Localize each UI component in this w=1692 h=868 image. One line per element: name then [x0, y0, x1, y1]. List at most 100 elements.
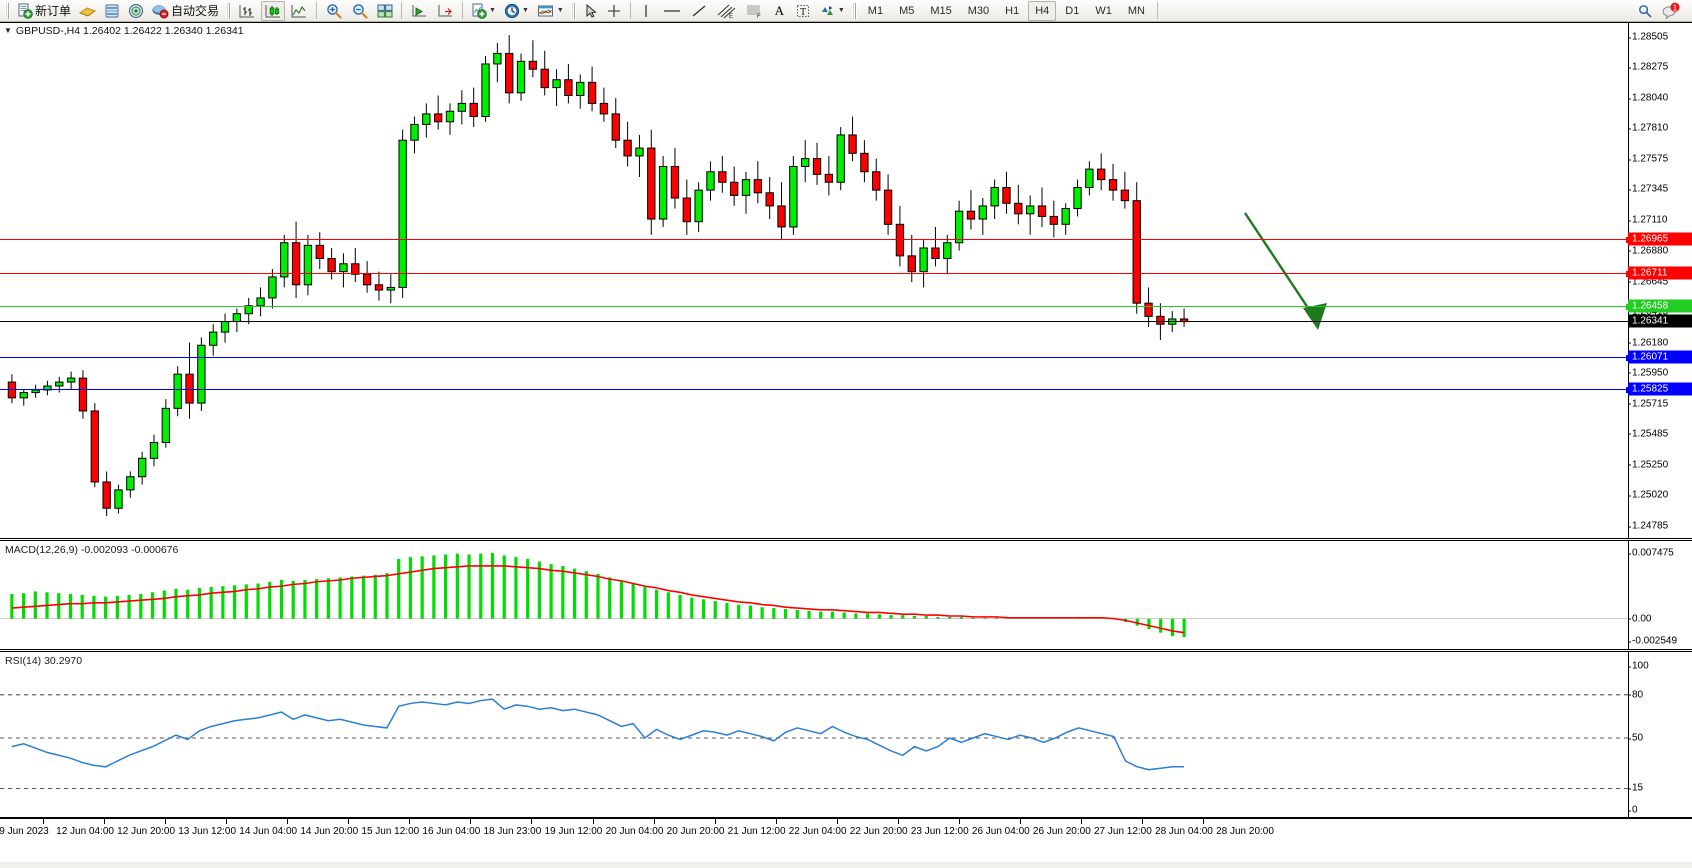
main-toolbar: 新订单 自动交易: [0, 0, 1692, 22]
macd-plot-area[interactable]: [0, 541, 1628, 649]
timeframe-h1[interactable]: H1: [998, 1, 1026, 21]
resistance-1-handle[interactable]: [1626, 237, 1628, 244]
macd-series: [0, 552, 1628, 638]
timeframe-m5[interactable]: M5: [892, 1, 921, 21]
toolbar-grip-4[interactable]: [851, 2, 857, 19]
time-tick-mark: [653, 819, 655, 824]
line-chart-icon: [291, 4, 307, 17]
timeframe-m1[interactable]: M1: [861, 1, 890, 21]
resistance-1-tag[interactable]: 1.26965: [1628, 232, 1692, 246]
timeframe-d1[interactable]: D1: [1058, 1, 1086, 21]
text-button[interactable]: A: [769, 1, 790, 21]
support-3-handle[interactable]: [1626, 387, 1628, 394]
vertical-line-button[interactable]: [636, 1, 657, 21]
time-tick-label: 20 Jun 20:00: [666, 826, 725, 837]
trendline-button[interactable]: [687, 1, 711, 21]
tile-windows-button[interactable]: [374, 1, 396, 21]
fibonacci-button[interactable]: F: [741, 1, 767, 21]
text-label-button[interactable]: T: [792, 1, 814, 21]
timeframe-h4[interactable]: H4: [1028, 0, 1057, 21]
chart-shift-button[interactable]: [433, 1, 457, 21]
notifications-button[interactable]: 1: [1658, 1, 1684, 21]
price-tick: 1.25950: [1627, 367, 1669, 379]
support-1-tag[interactable]: 1.26458: [1628, 299, 1692, 313]
candlestick-chart-button[interactable]: [261, 0, 286, 21]
data-window-button[interactable]: [125, 1, 147, 21]
support-3-line[interactable]: [0, 387, 1628, 394]
auto-trading-label: 自动交易: [171, 4, 220, 18]
support-2-tag[interactable]: 1.26071: [1628, 350, 1692, 364]
text-a-icon: A: [774, 2, 785, 18]
price-tick: 1.25715: [1627, 398, 1669, 410]
support-3-tag[interactable]: 1.25825: [1628, 382, 1692, 396]
zoom-out-button[interactable]: [348, 1, 372, 21]
support-2-handle[interactable]: [1626, 354, 1628, 361]
timeframe-mn[interactable]: MN: [1121, 1, 1152, 21]
price-tick: 1.27575: [1627, 153, 1669, 165]
price-tick: 1.27345: [1627, 183, 1669, 195]
timeframe-m15[interactable]: M15: [923, 1, 958, 21]
toolbar-grip-2[interactable]: [226, 2, 232, 19]
rsi-tick: 15: [1627, 782, 1644, 794]
rsi-pane[interactable]: RSI(14) 30.2970 100 80 50 15 0: [0, 651, 1692, 818]
timeframe-w1[interactable]: W1: [1088, 1, 1119, 21]
autotrading-icon: [152, 4, 169, 18]
resistance-1-line[interactable]: [0, 237, 1628, 244]
resistance-2-handle[interactable]: [1626, 270, 1628, 277]
time-tick-label: 26 Jun 20:00: [1032, 826, 1091, 837]
macd-label: MACD(12,26,9) -0.002093 -0.000676: [5, 544, 179, 556]
book-icon: [79, 6, 97, 17]
zoom-in-button[interactable]: [322, 1, 346, 21]
support-2-line[interactable]: [0, 354, 1628, 361]
market-watch-button[interactable]: [101, 1, 123, 21]
period-button[interactable]: ▼: [501, 1, 532, 21]
auto-scroll-button[interactable]: [407, 1, 431, 21]
chevron-down-icon[interactable]: ▼: [489, 7, 496, 14]
current-price-tag[interactable]: 1.26341: [1628, 314, 1692, 328]
current-price-line[interactable]: [0, 321, 1628, 323]
chevron-down-icon[interactable]: ▼: [521, 7, 529, 14]
toolbar-grip[interactable]: [5, 2, 10, 19]
trendline-icon: [692, 5, 706, 16]
horizontal-line-button[interactable]: [659, 1, 685, 21]
time-tick-mark: [348, 819, 350, 824]
support-1-line[interactable]: [0, 304, 1628, 311]
price-tick: 1.28275: [1627, 61, 1669, 73]
time-tick-mark: [104, 819, 106, 824]
rsi-plot-area[interactable]: [0, 652, 1628, 817]
price-axis[interactable]: 1.28505 1.28275 1.28040 1.27810 1.27575 1.273…: [1627, 23, 1692, 538]
resistance-2-line[interactable]: [0, 270, 1628, 277]
price-pane[interactable]: ▼ GBPUSD-,H4 1.26402 1.26422 1.26340 1.2…: [0, 22, 1692, 539]
bar-chart-button[interactable]: [235, 1, 259, 21]
macd-pane[interactable]: MACD(12,26,9) -0.002093 -0.000676 0.0074…: [0, 540, 1692, 650]
chevron-down-icon[interactable]: ▼: [556, 7, 564, 14]
indicators-button[interactable]: ▼: [534, 1, 567, 21]
timeframe-m30[interactable]: M30: [961, 1, 996, 21]
equidistant-channel-icon: E: [717, 4, 736, 19]
toolbar-separator-1: [316, 2, 318, 19]
collapse-triangle-icon[interactable]: ▼: [4, 26, 12, 35]
crosshair-button[interactable]: [603, 1, 625, 21]
rsi-axis[interactable]: 100 80 50 15 0: [1627, 652, 1692, 817]
price-plot-area[interactable]: [0, 23, 1628, 538]
cursor-button[interactable]: [580, 1, 601, 21]
support-1-handle[interactable]: [1626, 304, 1628, 311]
search-button[interactable]: [1634, 1, 1656, 21]
toolbar-grip-3[interactable]: [570, 2, 576, 19]
new-order-button[interactable]: 新订单: [14, 1, 74, 21]
price-tick: 1.25485: [1627, 428, 1669, 440]
chevron-down-icon[interactable]: ▼: [837, 7, 845, 14]
line-chart-button[interactable]: [287, 1, 311, 21]
time-tick-mark: [897, 819, 899, 824]
time-tick-mark: [958, 819, 960, 824]
equidistant-channel-button[interactable]: E: [713, 1, 739, 21]
resistance-2-tag[interactable]: 1.26711: [1628, 266, 1692, 280]
new-chart-button[interactable]: ▼: [468, 1, 499, 21]
expert-advisors-button[interactable]: [76, 1, 99, 21]
time-tick-mark: [1080, 819, 1082, 824]
arrows-button[interactable]: ▼: [816, 1, 848, 21]
chart-window[interactable]: ▼ GBPUSD-,H4 1.26402 1.26422 1.26340 1.2…: [0, 22, 1692, 868]
macd-axis[interactable]: 0.007475 0.00 -0.002549: [1627, 541, 1692, 649]
time-axis[interactable]: 9 Jun 2023 12 Jun 04:00 12 Jun 20:00 13 Jun…: [0, 818, 1692, 846]
auto-trading-button[interactable]: 自动交易: [149, 1, 222, 21]
